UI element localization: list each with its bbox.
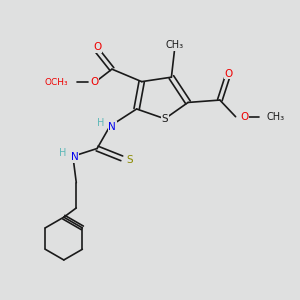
Text: N: N bbox=[70, 152, 78, 162]
Text: O: O bbox=[225, 69, 233, 79]
Text: O: O bbox=[90, 77, 98, 87]
Text: O: O bbox=[240, 112, 248, 122]
Text: CH₃: CH₃ bbox=[165, 40, 183, 50]
Text: S: S bbox=[126, 155, 133, 165]
Text: H: H bbox=[97, 118, 105, 128]
Text: CH₃: CH₃ bbox=[267, 112, 285, 122]
Text: OCH₃: OCH₃ bbox=[44, 78, 68, 87]
Text: N: N bbox=[108, 122, 116, 132]
Text: O: O bbox=[93, 42, 101, 52]
Text: H: H bbox=[59, 148, 66, 158]
Text: S: S bbox=[161, 114, 168, 124]
